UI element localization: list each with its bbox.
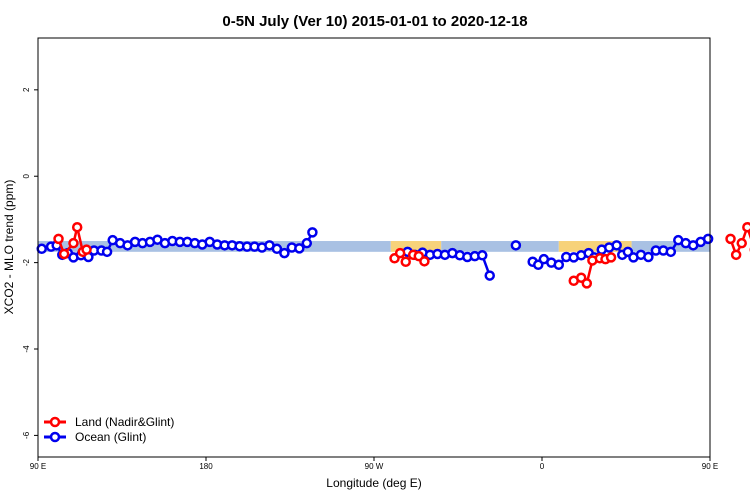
legend: Land (Nadir&Glint) Ocean (Glint)	[44, 415, 174, 444]
land-data-point	[58, 248, 70, 260]
land-data-point	[400, 256, 411, 268]
y-tick-label: 0	[22, 173, 31, 178]
x-tick-label: 180	[199, 462, 213, 471]
land-data-point	[394, 247, 406, 259]
x-axis-label: Longitude (deg E)	[326, 476, 421, 490]
legend-land-marker	[49, 416, 61, 428]
ocean-data-point	[611, 240, 622, 251]
ocean-data-point	[279, 247, 290, 259]
x-tick-label: 90 E	[30, 462, 46, 471]
ocean-data-point	[553, 259, 565, 271]
land-band	[558, 241, 632, 252]
ocean-data-point	[665, 246, 677, 258]
land-data-point	[81, 244, 92, 255]
ocean-data-point	[36, 243, 47, 255]
x-tick-label: 90 W	[365, 462, 384, 471]
ocean-data-point	[271, 243, 283, 255]
legend-ocean-label: Ocean (Glint)	[75, 430, 146, 444]
x-tick-label: 90 E	[702, 462, 718, 471]
y-axis-label: XCO2 - MLO trend (ppm)	[2, 180, 16, 315]
ocean-data-point	[484, 270, 495, 281]
ocean-data-point	[643, 251, 654, 263]
ocean-data-point	[301, 237, 313, 249]
y-tick-label: -6	[22, 431, 31, 439]
land-data-point	[71, 221, 83, 233]
y-tick-label: 2	[22, 87, 31, 92]
land-data-point	[730, 249, 742, 261]
land-data-point	[581, 278, 593, 289]
land-data-point	[742, 221, 750, 233]
land-data-point	[419, 256, 430, 267]
land-data-point	[53, 233, 64, 245]
land-data-point	[605, 252, 617, 263]
y-axis: 2 0 -2 -4 -6	[22, 87, 38, 439]
legend-land-label: Land (Nadir&Glint)	[75, 415, 174, 429]
land-data-point	[68, 237, 79, 249]
y-tick-label: -4	[22, 345, 31, 353]
plot-area	[36, 221, 750, 289]
ocean-band	[441, 241, 559, 252]
ocean-data-point	[101, 246, 113, 258]
chart-title: 0-5N July (Ver 10) 2015-01-01 to 2020-12…	[222, 13, 527, 30]
ocean-data-point	[477, 250, 488, 261]
ocean-data-point	[294, 243, 305, 254]
land-band	[390, 241, 442, 252]
land-data-point	[736, 237, 747, 249]
y-tick-label: -2	[22, 259, 31, 267]
ocean-data-point	[702, 233, 714, 245]
ocean-band	[631, 241, 710, 252]
ocean-data-point	[307, 227, 318, 238]
x-axis: 90 E 180 90 W 0 90 E	[30, 457, 718, 471]
legend-ocean-marker	[49, 431, 61, 443]
land-data-point	[725, 233, 736, 245]
ocean-data-point	[510, 240, 522, 251]
x-tick-label: 0	[540, 462, 545, 471]
